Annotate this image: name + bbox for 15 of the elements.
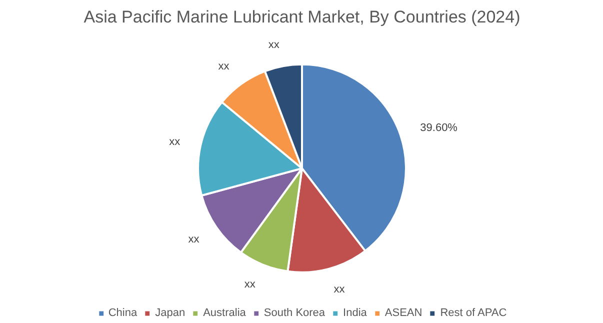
legend-label: ASEAN (384, 307, 422, 319)
legend-label: South Korea (264, 307, 326, 319)
legend-label: Japan (155, 307, 186, 319)
data-label: 39.60% (420, 122, 458, 134)
legend-label: Australia (203, 307, 246, 319)
chart-title: Asia Pacific Marine Lubricant Market, By Countries (2024) (84, 8, 520, 26)
data-label: xx (169, 136, 181, 148)
legend-label: India (343, 307, 367, 319)
data-label: xx (188, 234, 200, 246)
legend-label: Rest of APAC (440, 307, 507, 319)
data-label: xx (218, 60, 230, 72)
data-label: xx (244, 278, 256, 291)
legend-label: China (108, 307, 138, 319)
data-label: xx (268, 38, 280, 51)
data-label: xx (334, 284, 346, 296)
